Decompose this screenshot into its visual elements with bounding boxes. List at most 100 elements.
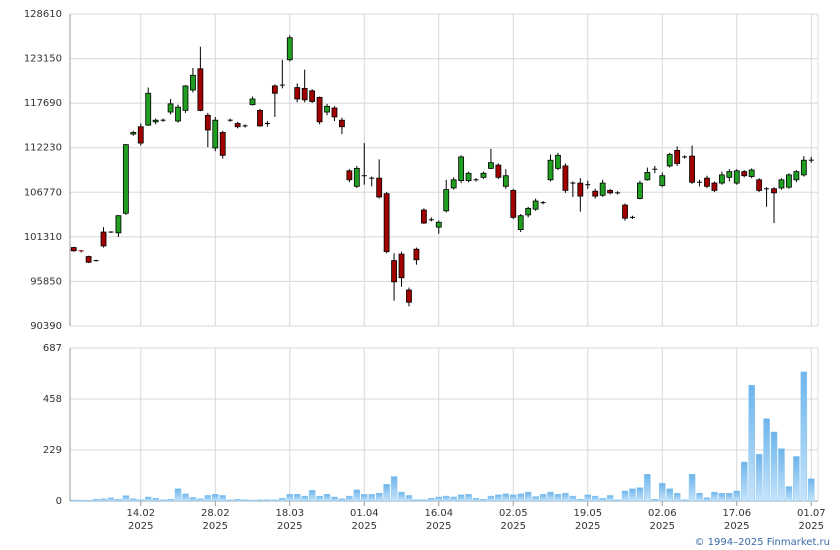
candle-body xyxy=(577,182,584,197)
candle-body xyxy=(175,106,181,122)
candle-body xyxy=(249,98,256,106)
volume-bar xyxy=(331,496,338,502)
volume-bar xyxy=(763,418,770,502)
y-tick-label: 101310 xyxy=(24,232,62,243)
candle-body xyxy=(152,119,159,123)
candle-body xyxy=(264,122,270,124)
candle-body xyxy=(800,159,807,176)
volume-bar xyxy=(808,478,815,502)
volume-bar xyxy=(547,491,554,502)
volume-bar xyxy=(591,495,599,502)
volume-bar xyxy=(718,492,726,502)
volume-bar xyxy=(696,492,703,502)
x-tick-label: 2025 xyxy=(128,521,153,532)
volume-bar xyxy=(800,371,808,502)
volume-tick-label: 687 xyxy=(43,343,62,354)
x-tick-label: 2025 xyxy=(277,521,302,532)
candle-body xyxy=(391,260,397,283)
x-tick-label: 2025 xyxy=(501,521,526,532)
volume-bar xyxy=(77,499,85,502)
x-tick-label: 2025 xyxy=(799,521,824,532)
volume-bar xyxy=(755,453,763,502)
volume-bar xyxy=(92,498,100,502)
volume-bar xyxy=(770,431,778,502)
candle-body xyxy=(234,123,241,128)
candle-body xyxy=(167,103,174,113)
volume-bar xyxy=(189,497,197,502)
volume-bar xyxy=(226,499,234,502)
candle-body xyxy=(689,155,695,183)
volume-bar xyxy=(666,488,673,502)
candle-body xyxy=(629,216,635,218)
candle-body xyxy=(420,209,427,224)
volume-bar xyxy=(673,492,681,502)
volume-bar xyxy=(733,490,741,502)
candle-body xyxy=(190,74,196,91)
volume-bar xyxy=(703,497,711,502)
volume-bar xyxy=(353,489,361,502)
y-tick-label: 90390 xyxy=(30,321,62,332)
x-tick-label: 17.06 xyxy=(722,508,751,519)
y-tick-label: 95850 xyxy=(30,276,62,287)
candle-body xyxy=(570,182,576,184)
candle-body xyxy=(599,182,606,196)
candle-body xyxy=(271,85,278,94)
candle-body xyxy=(115,215,122,234)
candle-body xyxy=(771,188,777,194)
volume-bar xyxy=(152,498,159,502)
volume-bar xyxy=(323,494,331,502)
candle-body xyxy=(525,207,532,216)
volume-bar xyxy=(137,499,145,502)
volume-bar xyxy=(681,499,688,502)
candle-body xyxy=(331,107,338,118)
candle-body xyxy=(741,171,748,177)
volume-bar xyxy=(614,499,621,502)
volume-bar xyxy=(368,494,375,502)
x-tick-label: 2025 xyxy=(724,521,749,532)
candle-body xyxy=(413,248,420,261)
volume-bar xyxy=(293,494,301,502)
volume-bar xyxy=(286,494,294,502)
y-tick-label: 106770 xyxy=(24,187,62,198)
candle-body xyxy=(428,219,434,221)
volume-bar xyxy=(502,493,510,502)
volume-bar xyxy=(584,494,592,502)
volume-bar xyxy=(308,490,316,502)
volume-bar xyxy=(450,496,457,502)
candle-body xyxy=(532,200,539,210)
candle-body xyxy=(130,132,137,135)
candle-body xyxy=(279,84,285,86)
candle-body xyxy=(711,182,718,191)
x-tick-label: 01.07 xyxy=(797,508,826,519)
volume-bar xyxy=(398,491,405,502)
candle-body xyxy=(450,179,457,189)
candle-body xyxy=(78,250,84,252)
volume-bar xyxy=(234,498,241,502)
candle-body xyxy=(383,193,390,253)
volume-bar xyxy=(562,492,569,502)
volume-bar xyxy=(122,495,130,502)
x-tick-label: 2025 xyxy=(650,521,675,532)
candle-body xyxy=(637,182,643,199)
candle-body xyxy=(137,126,144,144)
volume-bar xyxy=(301,495,308,502)
volume-bar xyxy=(636,487,644,502)
candle-body xyxy=(108,231,114,233)
volume-bar xyxy=(621,490,629,502)
candle-body xyxy=(376,177,383,198)
candle-body xyxy=(353,167,360,187)
volume-bar xyxy=(70,499,77,502)
candle-body xyxy=(294,87,301,100)
candle-body xyxy=(540,202,546,204)
candle-body xyxy=(674,150,681,164)
volume-bar xyxy=(644,474,651,502)
volume-bar xyxy=(785,486,793,502)
volume-bar xyxy=(495,494,502,502)
volume-bar xyxy=(167,498,174,502)
candle-body xyxy=(458,156,465,182)
volume-bar xyxy=(569,495,577,502)
candle-body xyxy=(615,192,621,194)
volume-bar xyxy=(793,456,800,502)
volume-bar xyxy=(107,497,115,502)
candle-body xyxy=(398,253,405,279)
